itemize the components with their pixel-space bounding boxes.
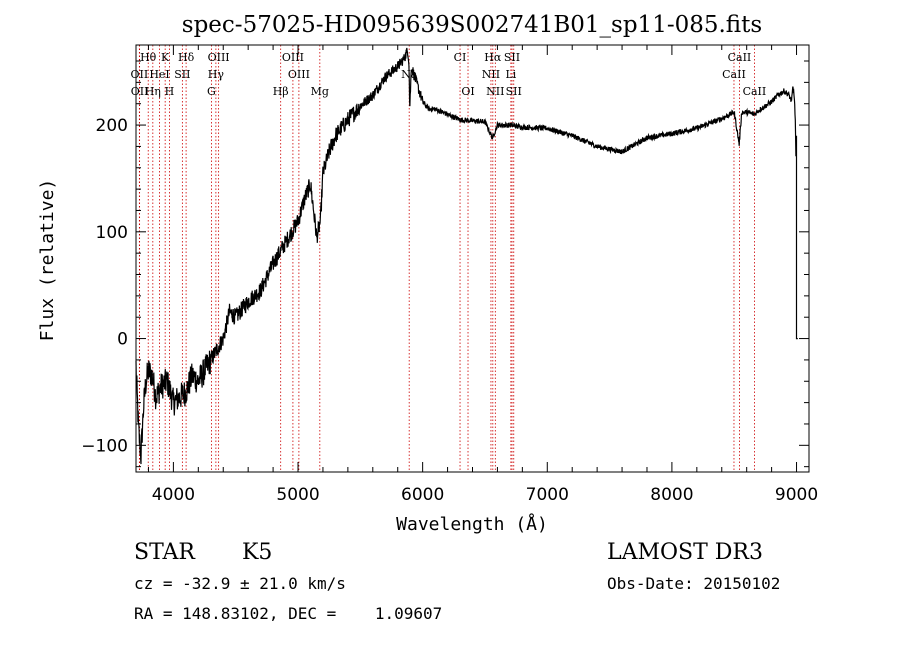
y-tick-label: 100 (96, 223, 128, 243)
line-label: H (165, 85, 175, 98)
line-label: NII (482, 68, 500, 81)
y-tick-label: 200 (96, 116, 128, 136)
x-tick-label: 6000 (401, 485, 444, 505)
line-label: OIII (282, 51, 304, 64)
x-tick-label: 5000 (276, 485, 319, 505)
class-label: STAR (134, 540, 195, 565)
line-label: Li (505, 68, 516, 81)
line-label: Hδ (178, 51, 195, 64)
obs-date: Obs-Date: 20150102 (607, 574, 781, 593)
spectral-line-markers (138, 45, 755, 472)
x-tick-label: 7000 (526, 485, 569, 505)
line-label: Hγ (208, 68, 225, 81)
x-axis-label: Wavelength (Å) (396, 513, 548, 535)
line-label: G (207, 85, 216, 98)
line-label: CaII (722, 68, 746, 81)
spectrum-line (135, 47, 798, 465)
line-label: OII (131, 68, 149, 81)
x-axis-ticks: 4000 5000 6000 7000 8000 9000 (147, 45, 818, 505)
line-label: K (161, 51, 170, 64)
line-label: SII (504, 51, 520, 64)
line-label: OIII (208, 51, 230, 64)
ra-dec: RA = 148.83102, DEC = 1.09607 (134, 604, 443, 623)
chart-title: spec-57025-HD095639S002741B01_sp11-085.f… (182, 12, 762, 38)
line-label: SII (506, 85, 522, 98)
line-label: SII (174, 68, 190, 81)
line-label: OI (461, 85, 474, 98)
survey-label: LAMOST DR3 (607, 540, 763, 565)
x-tick-label: 4000 (152, 485, 195, 505)
cz-value: cz = -32.9 ± 21.0 km/s (134, 574, 346, 593)
line-label: CI (454, 51, 467, 64)
line-label: CaII (743, 85, 767, 98)
y-axis-label: Flux (relative) (37, 179, 58, 342)
line-label: Hα (484, 51, 502, 64)
line-label: OII (131, 85, 149, 98)
y-axis-ticks: −100 0 100 200 (81, 60, 809, 468)
y-tick-label: −100 (81, 436, 128, 456)
line-label: Mg (311, 85, 329, 98)
subclass-label: K5 (242, 540, 273, 565)
line-label: Hθ (140, 51, 157, 64)
plot-frame (135, 44, 810, 473)
line-label: NII (486, 85, 504, 98)
line-label: CaII (728, 51, 752, 64)
x-tick-label: 9000 (775, 485, 818, 505)
line-label: OIII (288, 68, 310, 81)
line-label: Hη (145, 85, 161, 98)
line-label: Hβ (273, 85, 289, 98)
x-tick-label: 8000 (650, 485, 693, 505)
line-label: HeI (149, 68, 169, 81)
y-tick-label: 0 (117, 330, 128, 350)
